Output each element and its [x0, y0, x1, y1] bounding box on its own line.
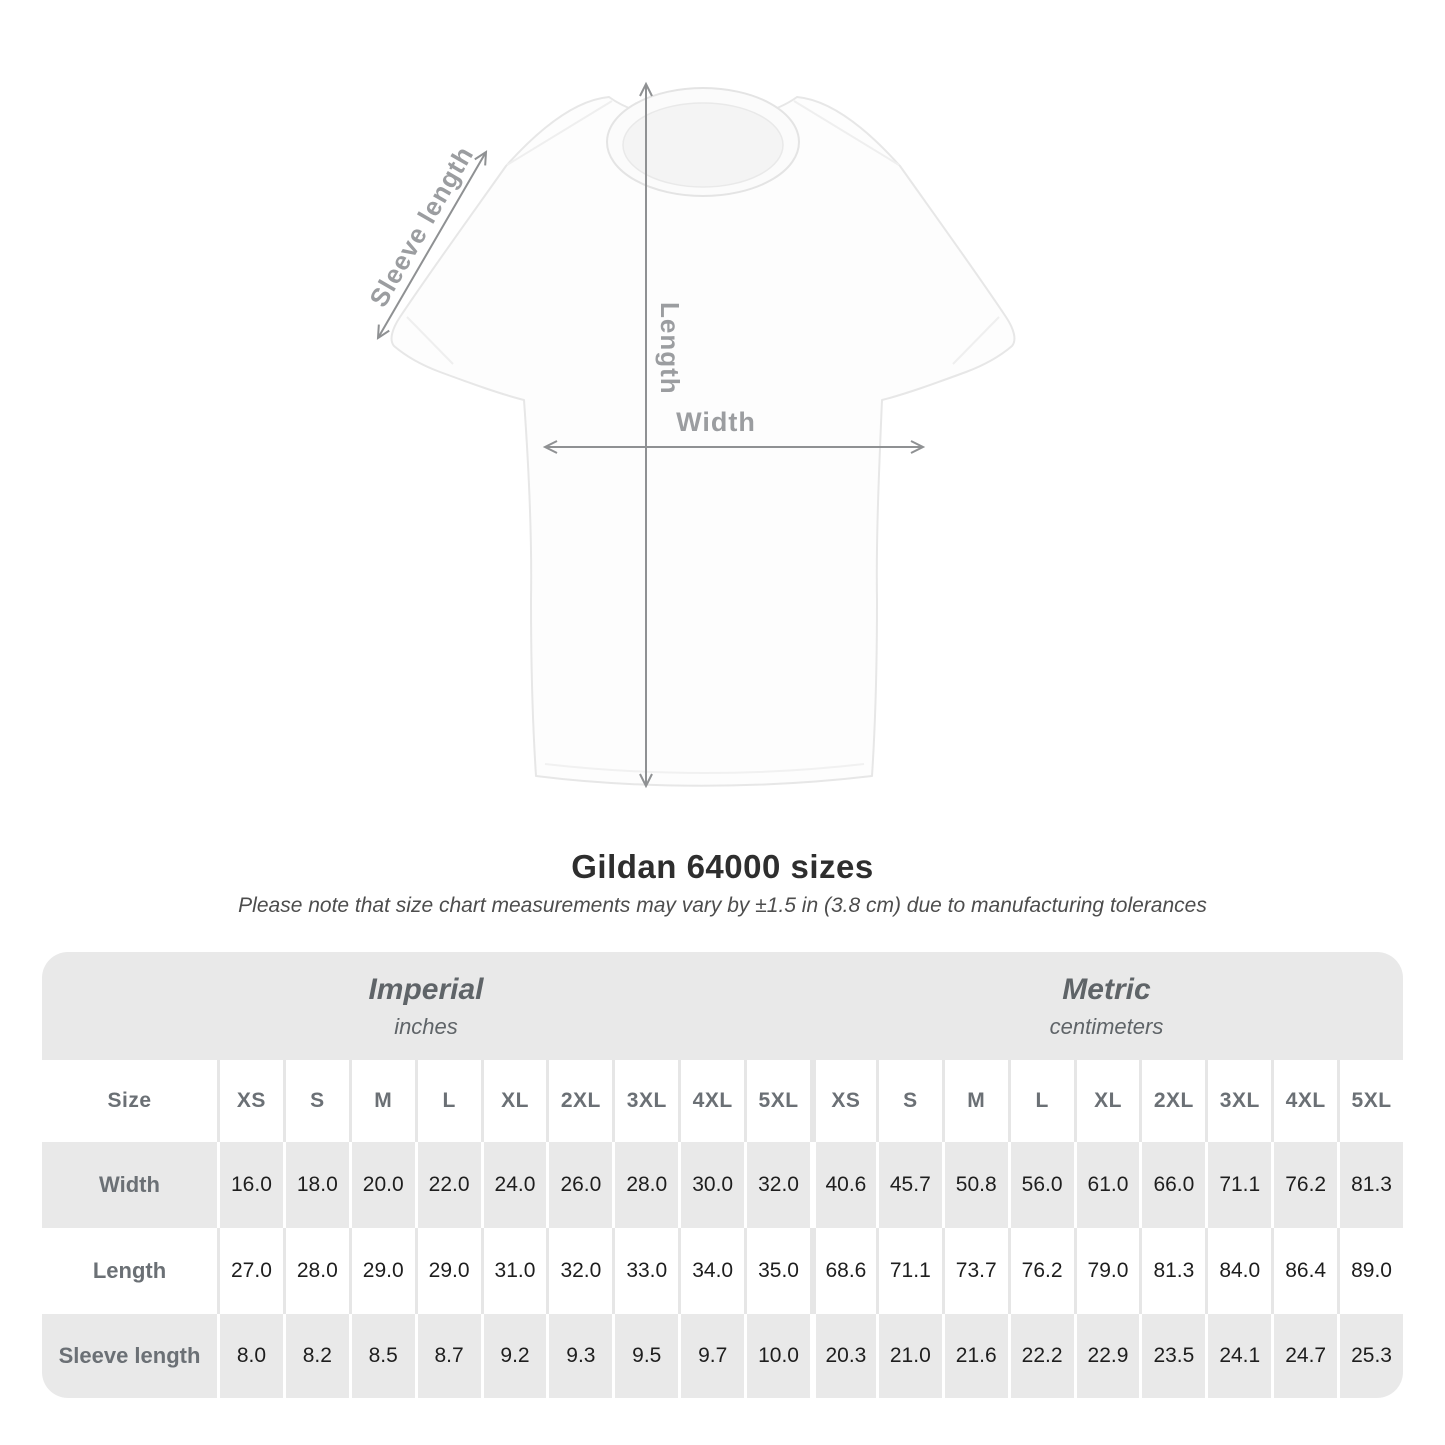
size-value-cell: 18.0: [282, 1142, 349, 1228]
size-value-cell: 30.0: [678, 1142, 745, 1228]
row-label: Length: [42, 1228, 217, 1314]
size-col-header: XL: [1073, 1060, 1140, 1142]
size-value-cell: 8.7: [414, 1314, 481, 1398]
size-col-header: 3XL: [612, 1060, 679, 1142]
size-value-cell: 31.0: [480, 1228, 547, 1314]
size-col-header: L: [1007, 1060, 1074, 1142]
size-value-cell: 22.9: [1073, 1314, 1140, 1398]
size-value-cell: 29.0: [348, 1228, 415, 1314]
size-col-header: L: [414, 1060, 481, 1142]
metric-label: Metric: [1062, 972, 1151, 1006]
size-value-cell: 50.8: [941, 1142, 1008, 1228]
size-value-cell: 10.0: [744, 1314, 810, 1398]
size-col-header: XL: [480, 1060, 547, 1142]
size-value-cell: 24.1: [1205, 1314, 1272, 1398]
size-value-cell: 45.7: [875, 1142, 942, 1228]
size-value-cell: 25.3: [1337, 1314, 1403, 1398]
size-col-header: 4XL: [678, 1060, 745, 1142]
size-value-cell: 27.0: [217, 1228, 283, 1314]
size-col-header: 3XL: [1205, 1060, 1272, 1142]
size-value-cell: 9.7: [678, 1314, 745, 1398]
tshirt-diagram: Sleeve length Length Width: [363, 81, 1016, 789]
size-value-cell: 32.0: [744, 1142, 810, 1228]
size-chart-table: Imperial inches Metric centimeters Size …: [42, 952, 1403, 1398]
size-value-cell: 89.0: [1337, 1228, 1403, 1314]
size-value-cell: 71.1: [1205, 1142, 1272, 1228]
size-value-cell: 24.7: [1271, 1314, 1338, 1398]
size-value-cell: 22.0: [414, 1142, 481, 1228]
size-value-cell: 22.2: [1007, 1314, 1074, 1398]
size-col-header: S: [875, 1060, 942, 1142]
imperial-header: Imperial inches: [42, 952, 810, 1060]
size-col-header: 4XL: [1271, 1060, 1338, 1142]
page-title: Gildan 64000 sizes: [571, 848, 874, 885]
size-value-cell: 24.0: [480, 1142, 547, 1228]
size-value-cell: 20.0: [348, 1142, 415, 1228]
row-label: Width: [42, 1142, 217, 1228]
size-value-cell: 20.3: [809, 1314, 876, 1398]
size-col-header: XS: [809, 1060, 876, 1142]
size-value-cell: 71.1: [875, 1228, 942, 1314]
size-value-cell: 34.0: [678, 1228, 745, 1314]
width-label: Width: [676, 407, 756, 437]
size-value-cell: 29.0: [414, 1228, 481, 1314]
size-value-cell: 66.0: [1139, 1142, 1206, 1228]
row-label: Sleeve length: [42, 1314, 217, 1398]
size-value-cell: 68.6: [809, 1228, 876, 1314]
size-col-header: S: [282, 1060, 349, 1142]
size-value-cell: 21.6: [941, 1314, 1008, 1398]
size-value-cell: 79.0: [1073, 1228, 1140, 1314]
size-col-header: 2XL: [1139, 1060, 1206, 1142]
size-col-header: XS: [217, 1060, 283, 1142]
sleeve-length-arrow: [376, 150, 488, 340]
size-value-cell: 76.2: [1007, 1228, 1074, 1314]
size-value-cell: 16.0: [217, 1142, 283, 1228]
size-value-cell: 73.7: [941, 1228, 1008, 1314]
size-header: Size: [42, 1060, 217, 1142]
size-col-header: 2XL: [546, 1060, 613, 1142]
imperial-label: Imperial: [368, 972, 484, 1006]
tolerance-note: Please note that size chart measurements…: [238, 894, 1207, 917]
size-value-cell: 61.0: [1073, 1142, 1140, 1228]
metric-sublabel: centimeters: [1049, 1013, 1164, 1039]
size-col-header: M: [941, 1060, 1008, 1142]
size-col-header: M: [348, 1060, 415, 1142]
size-col-header: 5XL: [744, 1060, 810, 1142]
size-value-cell: 9.3: [546, 1314, 613, 1398]
size-value-cell: 9.2: [480, 1314, 547, 1398]
size-value-cell: 81.3: [1337, 1142, 1403, 1228]
size-value-cell: 9.5: [612, 1314, 679, 1398]
size-value-cell: 21.0: [875, 1314, 942, 1398]
size-value-cell: 56.0: [1007, 1142, 1074, 1228]
size-value-cell: 86.4: [1271, 1228, 1338, 1314]
size-value-cell: 81.3: [1139, 1228, 1206, 1314]
size-value-cell: 23.5: [1139, 1314, 1206, 1398]
size-value-cell: 8.2: [282, 1314, 349, 1398]
size-value-cell: 84.0: [1205, 1228, 1272, 1314]
size-col-header: 5XL: [1337, 1060, 1403, 1142]
size-value-cell: 28.0: [612, 1142, 679, 1228]
size-value-cell: 32.0: [546, 1228, 613, 1314]
size-value-cell: 33.0: [612, 1228, 679, 1314]
size-value-cell: 35.0: [744, 1228, 810, 1314]
size-value-cell: 8.5: [348, 1314, 415, 1398]
size-value-cell: 40.6: [809, 1142, 876, 1228]
length-label: Length: [655, 302, 685, 395]
size-value-cell: 28.0: [282, 1228, 349, 1314]
size-value-cell: 8.0: [217, 1314, 283, 1398]
metric-header: Metric centimeters: [809, 952, 1403, 1060]
imperial-sublabel: inches: [394, 1013, 458, 1039]
size-value-cell: 76.2: [1271, 1142, 1338, 1228]
size-value-cell: 26.0: [546, 1142, 613, 1228]
